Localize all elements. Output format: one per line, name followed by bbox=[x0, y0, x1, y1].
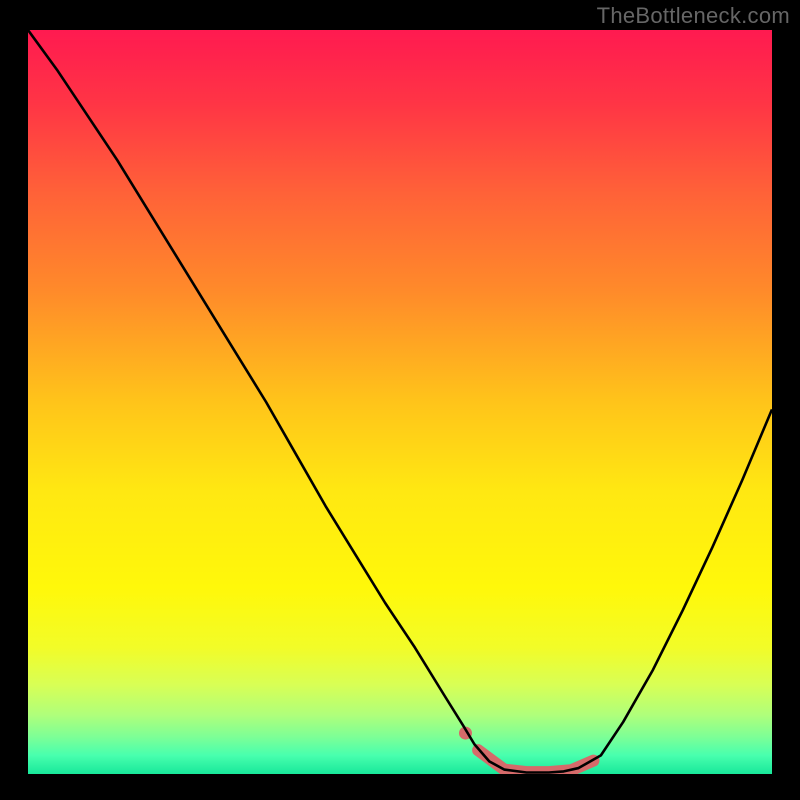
curve-layer bbox=[28, 30, 772, 774]
bottleneck-curve bbox=[28, 30, 772, 773]
attribution-text: TheBottleneck.com bbox=[597, 3, 790, 29]
plot-area bbox=[28, 30, 772, 774]
